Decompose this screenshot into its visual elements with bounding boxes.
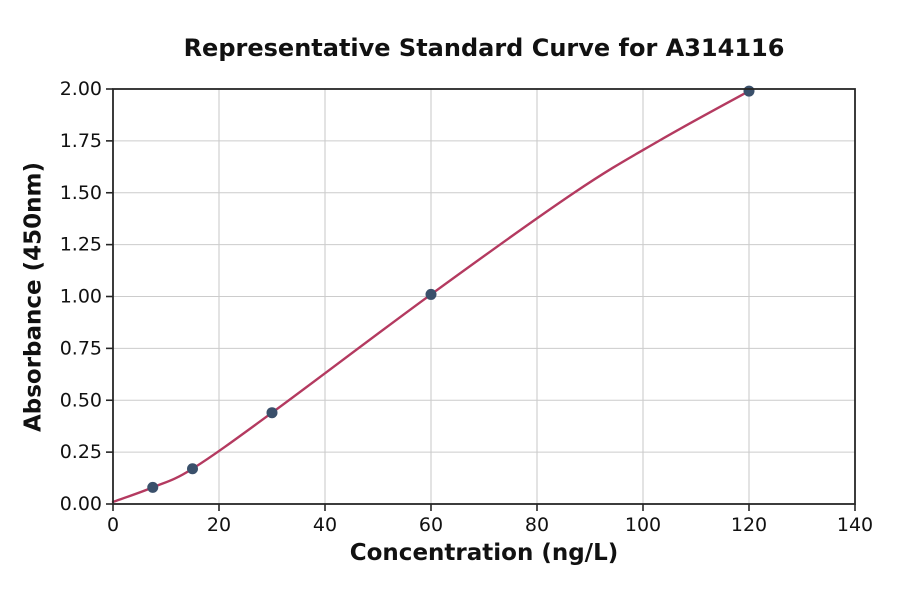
x-tick-label: 60 bbox=[419, 514, 443, 536]
y-tick-label: 0.25 bbox=[60, 441, 102, 463]
x-tick-label: 80 bbox=[525, 514, 549, 536]
y-tick-label: 1.75 bbox=[60, 130, 102, 152]
x-tick-label: 0 bbox=[107, 514, 119, 536]
data-point bbox=[187, 463, 198, 475]
x-tick-label: 140 bbox=[837, 514, 873, 536]
data-point bbox=[147, 481, 159, 493]
x-tick-label: 120 bbox=[731, 514, 767, 536]
fitted-curve-line bbox=[111, 89, 751, 504]
x-axis-label: Concentration (ng/L) bbox=[349, 540, 619, 566]
y-tick-label: 0.75 bbox=[60, 337, 102, 359]
x-tick-label: 40 bbox=[313, 514, 337, 536]
y-tick-label: 1.50 bbox=[60, 182, 102, 204]
y-tick-label: 2.00 bbox=[60, 78, 102, 100]
chart-title: Representative Standard Curve for A31411… bbox=[183, 34, 785, 62]
data-point bbox=[266, 407, 278, 419]
data-point bbox=[743, 85, 755, 97]
y-tick-label: 0.00 bbox=[60, 493, 102, 515]
data-point bbox=[425, 288, 437, 300]
y-tick-label: 0.50 bbox=[60, 389, 102, 411]
x-tick-label: 20 bbox=[207, 514, 231, 536]
y-tick-label: 1.00 bbox=[60, 286, 102, 308]
x-tick-label: 100 bbox=[625, 514, 661, 536]
y-tick-label: 1.25 bbox=[60, 234, 102, 256]
